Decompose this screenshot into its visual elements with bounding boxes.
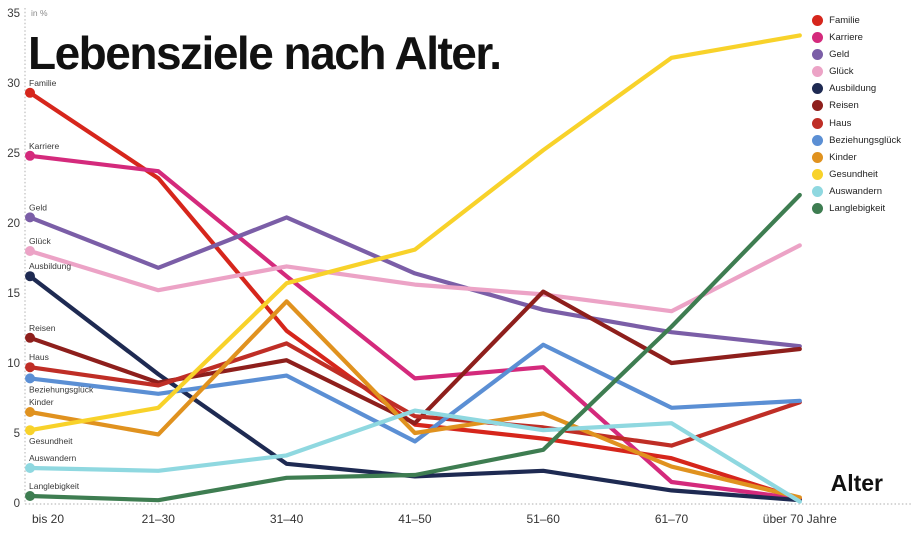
legend-color-dot — [812, 168, 824, 180]
y-axis-unit-label: in % — [31, 8, 48, 18]
series-line-beziehungsglück — [27, 342, 802, 444]
series-inline-label: Geld — [29, 202, 47, 212]
x-tick-label: 51–60 — [527, 512, 561, 526]
legend-label: Kinder — [829, 151, 857, 163]
legend-label: Reisen — [829, 100, 859, 112]
page-title: Lebensziele nach Alter. — [28, 27, 502, 79]
legend-item-gesundheit: Gesundheit — [812, 168, 901, 180]
series-line-haus — [27, 341, 802, 448]
series-start-dot-ausbildung — [25, 271, 35, 282]
x-tick-label: über 70 Jahre — [763, 512, 837, 526]
legend-color-dot — [812, 185, 824, 197]
series-line-gesundheit — [27, 33, 802, 433]
series-start-dot-haus — [25, 362, 35, 373]
legend-item-langlebigkeit: Langlebigkeit — [812, 203, 901, 215]
series-inline-label: Haus — [29, 352, 49, 362]
x-tick-label: 41–50 — [398, 512, 432, 526]
legend-item-beziehungsglück: Beziehungsglück — [812, 134, 901, 146]
series-line-familie — [27, 90, 802, 501]
legend-color-dot — [812, 66, 824, 78]
legend-label: Familie — [829, 15, 860, 26]
legend-label: Ausbildung — [829, 83, 877, 95]
legend-label: Geld — [829, 49, 850, 61]
series-line-auswandern — [27, 408, 802, 504]
x-axis-title: Alter — [830, 470, 883, 496]
series-inline-label: Ausbildung — [29, 261, 71, 271]
series-inline-label: Reisen — [29, 323, 56, 333]
legend-color-dot — [812, 117, 824, 129]
series-start-dot-beziehungsglück — [25, 373, 35, 384]
y-tick-label: 30 — [7, 78, 20, 90]
series-inline-label: Beziehungsglück — [29, 384, 94, 394]
legend-color-dot — [812, 151, 824, 163]
legend-item-reisen: Reisen — [812, 100, 901, 112]
legend-item-ausbildung: Ausbildung — [812, 83, 901, 95]
legend-color-dot — [812, 49, 824, 61]
series-line-langlebigkeit — [27, 192, 802, 503]
series-start-dot-karriere — [25, 150, 35, 161]
y-tick-label: 25 — [7, 148, 20, 160]
legend-item-kinder: Kinder — [812, 151, 901, 163]
series-start-dot-auswandern — [25, 463, 35, 473]
series-start-dot-geld — [25, 212, 35, 223]
series-line-geld — [27, 215, 802, 349]
legend-label: Gesundheit — [829, 168, 878, 180]
series-inline-label: Kinder — [29, 397, 54, 407]
legend-label: Beziehungsglück — [829, 134, 901, 146]
y-tick-label: 5 — [14, 428, 20, 440]
legend-label: Haus — [829, 117, 852, 129]
legend-item-geld: Geld — [812, 49, 901, 61]
y-tick-label: 0 — [14, 498, 20, 510]
series-line-kinder — [27, 299, 802, 500]
legend-label: Auswandern — [829, 185, 882, 197]
legend-color-dot — [812, 32, 824, 44]
series-inline-label: Langlebigkeit — [29, 481, 80, 491]
legend-color-dot — [812, 203, 824, 215]
legend-color-dot — [812, 15, 824, 26]
series-inline-label: Auswandern — [29, 453, 77, 463]
series-start-dot-kinder — [25, 407, 35, 417]
x-tick-label: 61–70 — [655, 512, 689, 526]
legend-color-dot — [812, 100, 824, 112]
series-start-dot-glück — [25, 246, 35, 256]
series-line-ausbildung — [27, 274, 802, 503]
series-inline-label: Karriere — [29, 141, 60, 151]
series-line-karriere — [27, 153, 802, 501]
legend-color-dot — [812, 83, 824, 95]
y-tick-label: 15 — [7, 288, 20, 300]
legend-color-dot — [812, 134, 824, 146]
legend-item-glück: Glück — [812, 66, 901, 78]
y-tick-label: 20 — [7, 218, 20, 230]
series-start-dot-reisen — [25, 332, 35, 343]
y-tick-label: 10 — [7, 358, 20, 370]
y-tick-label: 35 — [7, 8, 20, 20]
series-start-dot-gesundheit — [25, 425, 35, 436]
legend-item-familie: Familie — [812, 15, 901, 26]
x-tick-label: 31–40 — [270, 512, 304, 526]
x-tick-label: bis 20 — [32, 512, 64, 526]
legend-item-karriere: Karriere — [812, 32, 901, 44]
series-start-dot-familie — [25, 87, 35, 98]
series-inline-label: Glück — [29, 236, 51, 246]
legend-label: Langlebigkeit — [829, 203, 886, 215]
series-inline-label: Gesundheit — [29, 436, 73, 446]
legend-item-auswandern: Auswandern — [812, 185, 901, 197]
legend-item-haus: Haus — [812, 117, 901, 129]
legend: Familie Karriere Geld Glück Ausbildung Reisen… — [812, 15, 901, 215]
x-tick-label: 21–30 — [142, 512, 176, 526]
series-start-dot-langlebigkeit — [25, 491, 35, 501]
series-inline-label: Familie — [29, 78, 57, 88]
series-line-reisen — [27, 289, 802, 426]
legend-label: Karriere — [829, 32, 863, 44]
series-line-glück — [27, 243, 802, 314]
legend-label: Glück — [829, 66, 854, 78]
